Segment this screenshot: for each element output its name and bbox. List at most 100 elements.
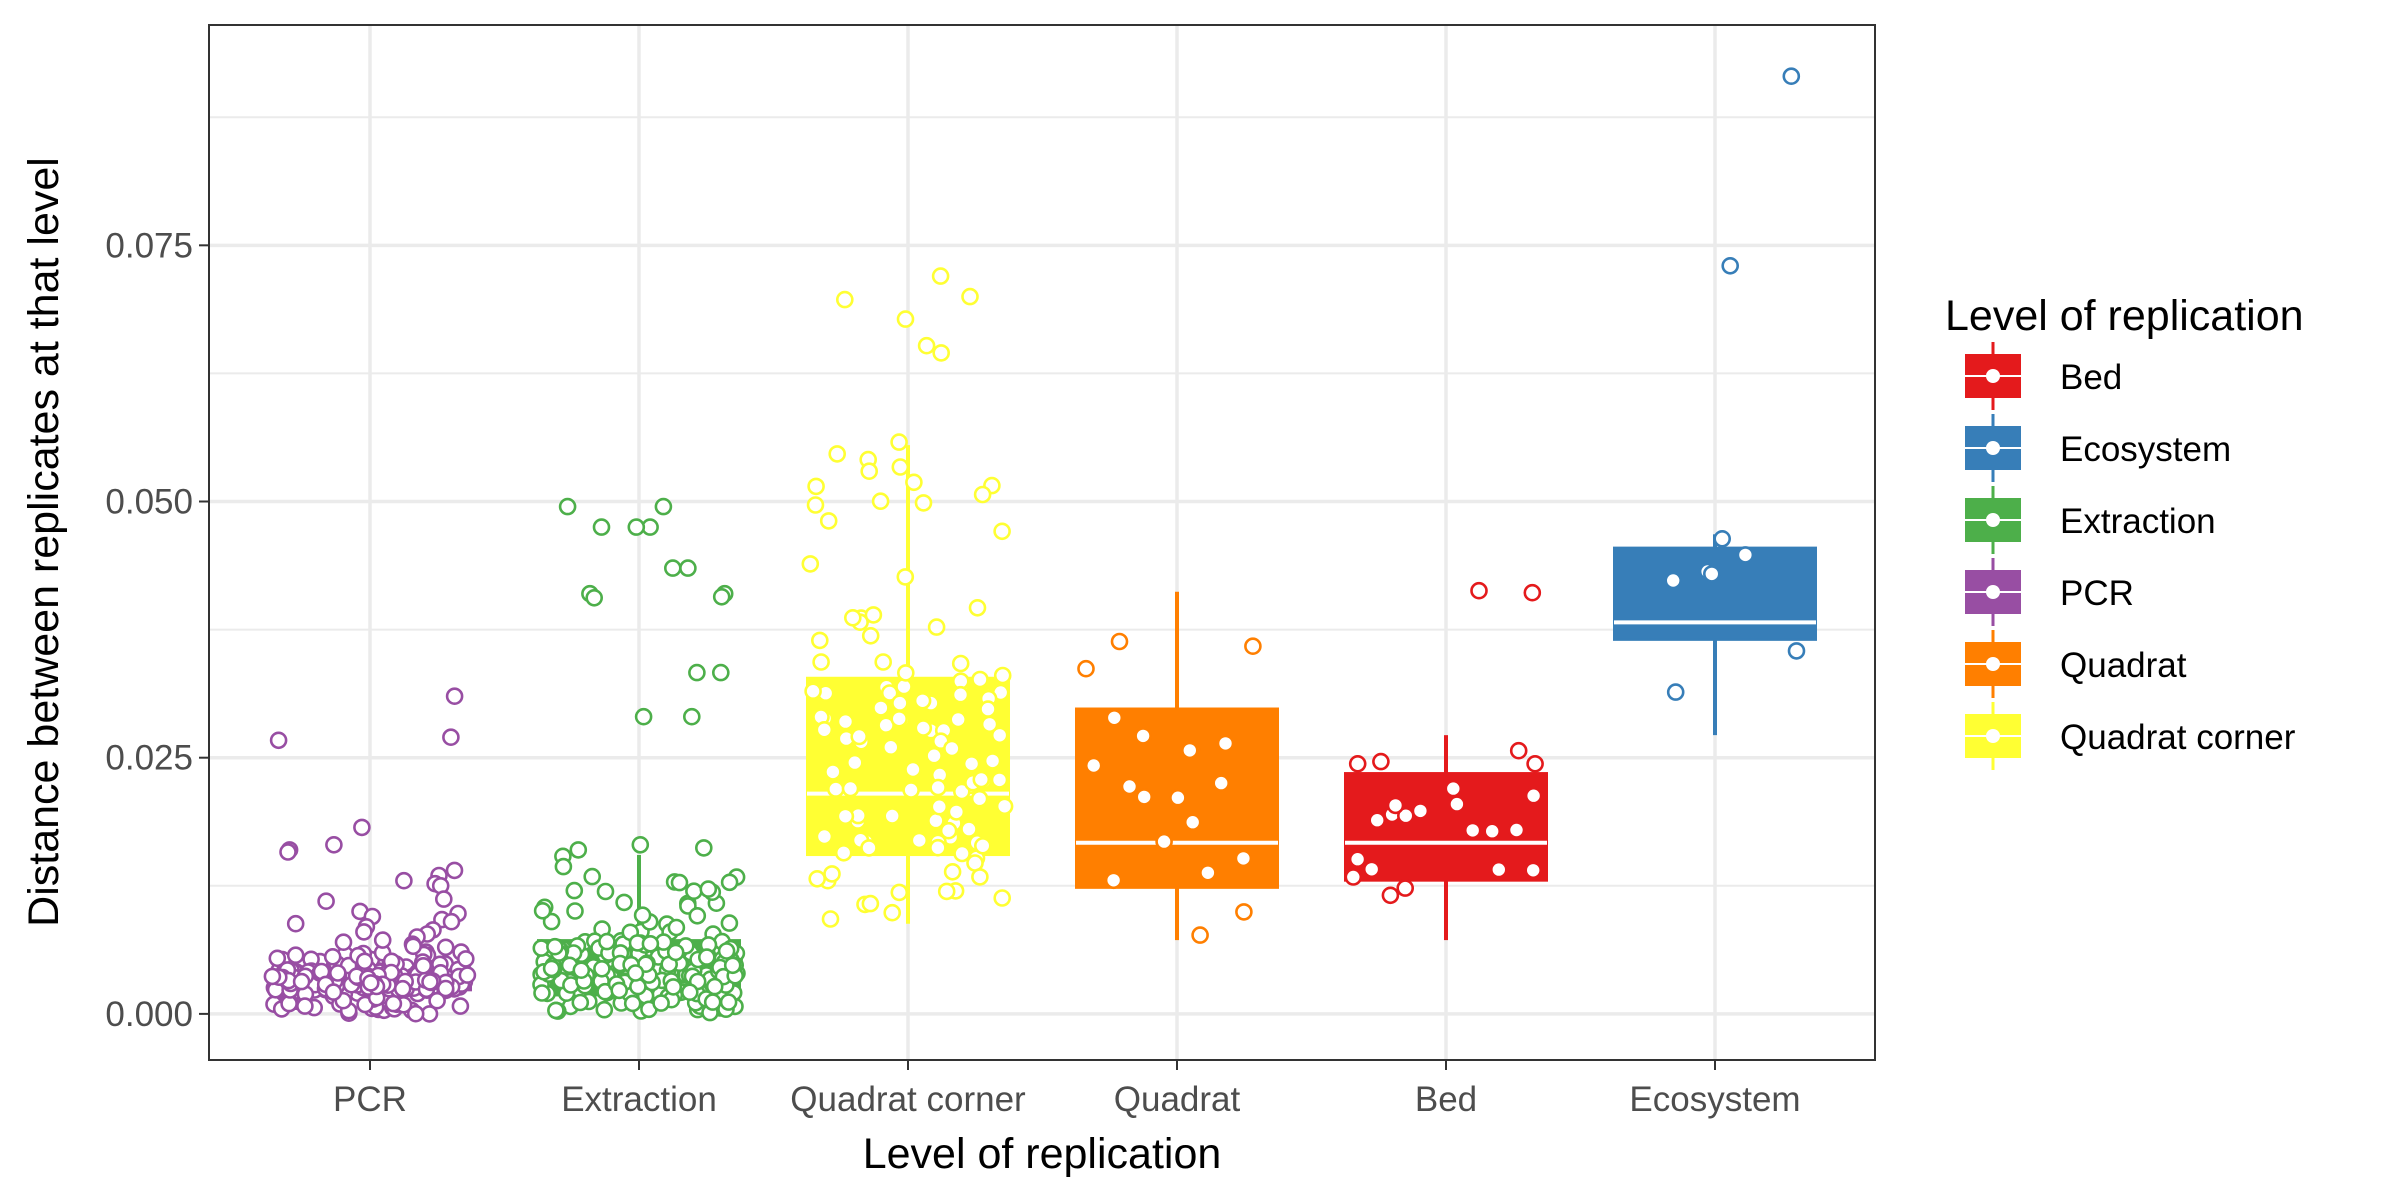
data-point	[973, 836, 992, 855]
outlier-point	[286, 914, 305, 933]
outlier-point	[558, 497, 577, 516]
data-point	[914, 494, 933, 512]
data-point	[324, 983, 343, 1001]
legend-key-point	[1986, 369, 2000, 383]
data-point	[703, 993, 722, 1011]
data-point	[914, 719, 933, 737]
data-point	[883, 903, 902, 922]
data-point	[810, 631, 829, 650]
data-point	[1372, 752, 1390, 771]
data-point	[929, 838, 947, 857]
data-point	[1110, 632, 1129, 651]
data-point	[971, 670, 989, 689]
data-point	[807, 477, 825, 496]
data-point	[1244, 637, 1262, 656]
data-point	[823, 865, 841, 883]
data-point	[571, 993, 590, 1012]
data-point	[723, 956, 742, 975]
data-point	[546, 937, 564, 956]
data-point	[826, 780, 845, 798]
legend-item-extraction: Extraction	[1965, 486, 2216, 554]
legend: Level of replication Bed Ecosystem Extract…	[1945, 292, 2304, 770]
legend-key-point	[1986, 441, 2000, 455]
data-point	[323, 947, 342, 966]
data-point	[355, 952, 374, 971]
outlier-point	[663, 559, 682, 577]
data-point	[596, 882, 615, 901]
data-point	[1703, 565, 1721, 583]
data-point	[806, 496, 825, 514]
data-point	[929, 778, 947, 797]
data-point	[688, 906, 707, 925]
data-point	[664, 978, 683, 996]
data-point	[1105, 708, 1124, 727]
data-point	[666, 943, 685, 962]
data-point	[970, 789, 989, 808]
data-point	[1490, 860, 1508, 879]
data-point	[968, 598, 987, 617]
outlier-point	[896, 310, 915, 328]
outlier-point	[373, 931, 392, 949]
data-point	[990, 726, 1009, 745]
data-point	[902, 781, 920, 799]
data-point	[1362, 860, 1381, 879]
data-point	[451, 997, 470, 1015]
data-point	[1169, 788, 1187, 807]
data-point	[905, 473, 923, 492]
data-point	[896, 664, 915, 682]
legend-key-point	[1986, 729, 2000, 743]
data-point	[812, 653, 830, 671]
outlier-point	[436, 938, 455, 957]
legend-item-ecosystem: Ecosystem	[1965, 414, 2231, 482]
legend-label: Extraction	[2060, 502, 2216, 541]
data-point	[406, 1004, 425, 1023]
data-point	[910, 831, 929, 850]
outlier-point	[634, 707, 653, 726]
data-point	[971, 868, 989, 886]
outlier-point	[445, 861, 464, 880]
data-point	[949, 710, 968, 729]
data-point	[972, 770, 991, 789]
data-point	[821, 910, 840, 928]
data-point	[421, 973, 439, 991]
data-point	[542, 959, 561, 978]
data-point	[962, 754, 981, 773]
x-tick-label: Quadrat	[1114, 1080, 1241, 1119]
data-point	[1134, 727, 1152, 745]
data-point	[292, 972, 311, 991]
data-point	[1444, 779, 1463, 798]
outlier-point	[355, 923, 373, 941]
data-point	[286, 946, 305, 965]
data-point	[1212, 774, 1230, 792]
outlier-point	[712, 587, 731, 606]
points-quadrat	[1077, 632, 1262, 944]
outliers-extraction	[558, 497, 734, 859]
outlier-point	[627, 518, 646, 536]
data-point	[943, 862, 962, 881]
data-point	[804, 682, 822, 701]
x-tick-label: Quadrat corner	[790, 1080, 1026, 1119]
plot-panel-background	[209, 25, 1875, 1060]
legend-item-pcr: PCR	[1965, 558, 2134, 626]
data-point	[1483, 822, 1501, 841]
data-point	[680, 983, 699, 1002]
data-point	[720, 914, 739, 932]
data-point	[861, 626, 880, 645]
data-point	[891, 694, 909, 712]
x-tick-label: Ecosystem	[1629, 1080, 1800, 1119]
data-point	[993, 889, 1012, 907]
outlier-point	[694, 839, 713, 857]
y-tick-label: 0.075	[105, 226, 193, 265]
outlier-point	[269, 731, 288, 750]
data-point	[1348, 754, 1367, 773]
outlier-point	[1523, 583, 1542, 602]
outlier-point	[325, 835, 343, 854]
jittered-points	[263, 67, 1806, 1023]
data-point	[904, 760, 922, 779]
data-point	[845, 753, 864, 772]
outlier-point	[631, 835, 650, 854]
data-point	[595, 1000, 614, 1019]
data-point	[1216, 734, 1235, 753]
data-point	[841, 779, 860, 798]
outlier-point	[434, 890, 453, 908]
